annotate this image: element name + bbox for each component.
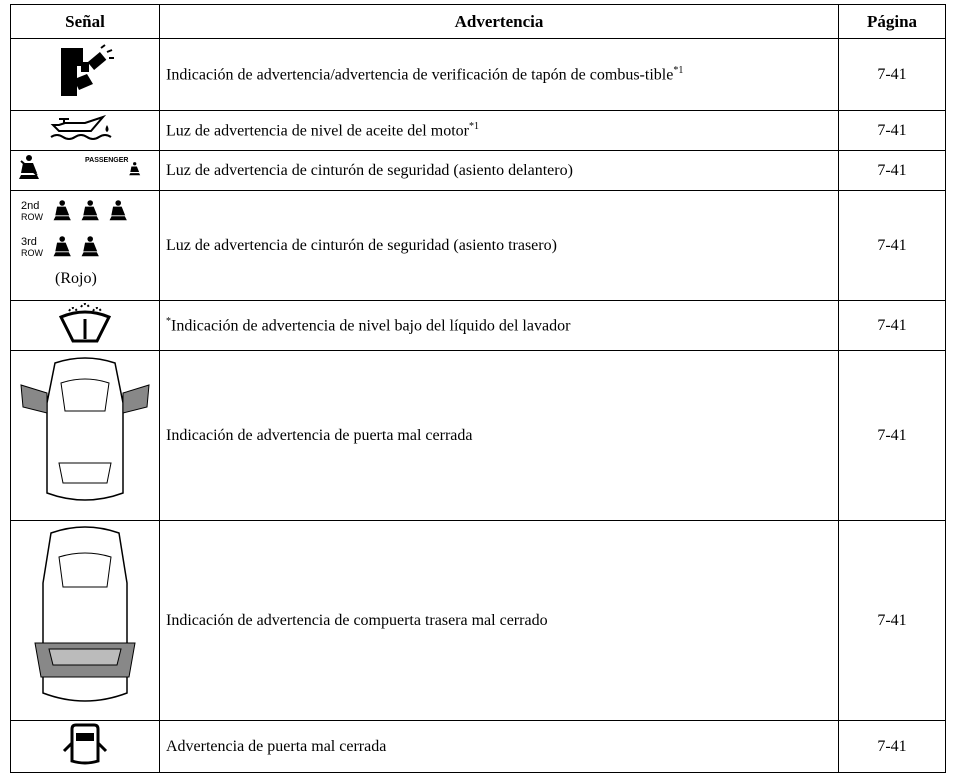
- warning-table: Señal Advertencia Página Indicación de a…: [10, 4, 946, 773]
- car-trunk-icon: [34, 526, 136, 702]
- seatbelt-icon: PASSENGER: [19, 155, 141, 179]
- car-door-icon: [20, 357, 150, 501]
- icon-label: PASSENGER: [85, 157, 128, 164]
- header-row: Señal Advertencia Página: [10, 4, 946, 39]
- page-cell: 7-41: [838, 350, 946, 521]
- warning-cell: Luz de advertencia de cinturón de seguri…: [159, 190, 839, 301]
- warning-text: Luz de advertencia de nivel de aceite de…: [166, 122, 469, 140]
- row: Luz de advertencia de nivel de aceite de…: [10, 110, 946, 151]
- fuel-cap-icon: [61, 44, 114, 96]
- icon-label: 2nd: [21, 200, 39, 212]
- rear-seatbelt-icon: 2nd ROW 3rd ROW (Rojo): [21, 200, 127, 287]
- icon-cell: [10, 720, 160, 773]
- icon-label: 3rd: [21, 236, 37, 248]
- row: PASSENGER Luz de advertencia de cinturón…: [10, 150, 946, 191]
- footnote: *1: [468, 120, 479, 132]
- oil-icon: [50, 114, 112, 140]
- door-icon: [62, 723, 108, 765]
- row: Indicación de advertencia/advertencia de…: [10, 38, 946, 111]
- icon-cell: [10, 520, 160, 721]
- icon-cell: [10, 110, 160, 151]
- page-cell: 7-41: [838, 520, 946, 721]
- row: Indicación de advertencia de compuerta t…: [10, 520, 946, 721]
- page-cell: 7-41: [838, 38, 946, 111]
- row: *Indicación de advertencia de nivel bajo…: [10, 300, 946, 351]
- warning-cell: Advertencia de puerta mal cerrada: [159, 720, 839, 773]
- icon-cell: [10, 300, 160, 351]
- icon-cell: [10, 350, 160, 521]
- page-cell: 7-41: [838, 110, 946, 151]
- page-cell: 7-41: [838, 150, 946, 191]
- row: Indicación de advertencia de puerta mal …: [10, 350, 946, 521]
- warning-cell: Luz de advertencia de cinturón de seguri…: [159, 150, 839, 191]
- warning-text: Indicación de advertencia de nivel bajo …: [171, 317, 571, 335]
- row: Advertencia de puerta mal cerrada 7-41: [10, 720, 946, 773]
- warning-cell: *Indicación de advertencia de nivel bajo…: [159, 300, 839, 351]
- page-cell: 7-41: [838, 720, 946, 773]
- warning-cell: Luz de advertencia de nivel de aceite de…: [159, 110, 839, 151]
- icon-cell: PASSENGER: [10, 150, 160, 191]
- warning-cell: Indicación de advertencia de compuerta t…: [159, 520, 839, 721]
- icon-label: ROW: [21, 212, 44, 222]
- row: 2nd ROW 3rd ROW (Rojo) Luz de advertenci…: [10, 190, 946, 301]
- warning-text: Indicación de advertencia/advertencia de…: [166, 66, 674, 84]
- footnote: *: [166, 315, 171, 327]
- icon-label: ROW: [21, 248, 44, 258]
- washer-icon: [58, 303, 112, 343]
- warning-cell: Indicación de advertencia de puerta mal …: [159, 350, 839, 521]
- icon-cell: 2nd ROW 3rd ROW (Rojo): [10, 190, 160, 301]
- header-cell: Página: [838, 4, 946, 39]
- header-cell: Señal: [10, 4, 160, 39]
- page-cell: 7-41: [838, 300, 946, 351]
- warning-cell: Indicación de advertencia/advertencia de…: [159, 38, 839, 111]
- icon-cell: [10, 38, 160, 111]
- header-cell: Advertencia: [159, 4, 839, 39]
- page-cell: 7-41: [838, 190, 946, 301]
- footnote: *1: [673, 64, 684, 76]
- icon-label: (Rojo): [55, 270, 97, 287]
